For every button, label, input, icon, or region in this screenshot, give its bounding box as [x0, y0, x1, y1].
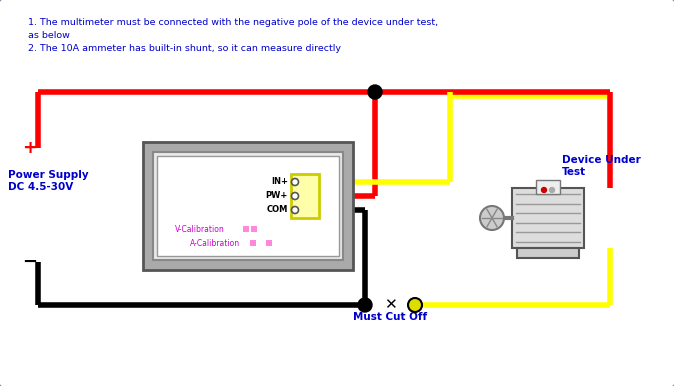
Text: +: +: [22, 139, 37, 157]
Circle shape: [368, 85, 382, 99]
FancyBboxPatch shape: [250, 240, 256, 246]
FancyBboxPatch shape: [157, 156, 339, 256]
Text: A-Calibration: A-Calibration: [190, 239, 240, 249]
Text: PW+: PW+: [266, 191, 288, 200]
Text: ✕: ✕: [384, 298, 396, 313]
Text: 2. The 10A ammeter has built-in shunt, so it can measure directly: 2. The 10A ammeter has built-in shunt, s…: [28, 44, 341, 53]
Text: IN+: IN+: [271, 178, 288, 186]
Text: Power Supply
DC 4.5-30V: Power Supply DC 4.5-30V: [8, 170, 88, 191]
Circle shape: [291, 207, 299, 213]
Circle shape: [408, 298, 422, 312]
Circle shape: [541, 188, 547, 193]
Circle shape: [480, 206, 504, 230]
Circle shape: [291, 178, 299, 186]
FancyBboxPatch shape: [251, 226, 257, 232]
FancyBboxPatch shape: [243, 226, 249, 232]
Text: 1. The multimeter must be connected with the negative pole of the device under t: 1. The multimeter must be connected with…: [28, 18, 438, 27]
Circle shape: [291, 193, 299, 200]
FancyBboxPatch shape: [512, 188, 584, 248]
Text: V-Calibration: V-Calibration: [175, 225, 224, 235]
Text: COM: COM: [267, 205, 288, 215]
Text: as below: as below: [28, 31, 70, 40]
Circle shape: [358, 298, 372, 312]
FancyBboxPatch shape: [153, 152, 343, 260]
Circle shape: [549, 188, 555, 193]
Text: Must Cut Off: Must Cut Off: [353, 312, 427, 322]
FancyBboxPatch shape: [517, 248, 579, 258]
FancyBboxPatch shape: [266, 240, 272, 246]
Text: Device Under
Test: Device Under Test: [562, 155, 641, 177]
FancyBboxPatch shape: [291, 174, 319, 218]
FancyBboxPatch shape: [536, 180, 560, 194]
Text: −: −: [22, 253, 37, 271]
FancyBboxPatch shape: [143, 142, 353, 270]
